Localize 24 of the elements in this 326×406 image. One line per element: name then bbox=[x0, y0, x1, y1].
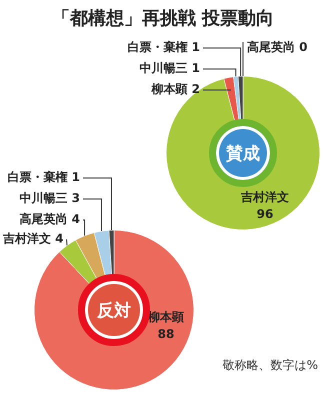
data-label: 2 bbox=[192, 82, 200, 96]
data-label: 4 bbox=[72, 212, 80, 226]
data-label: 1 bbox=[192, 61, 200, 76]
slice-label: 柳本顕 bbox=[147, 310, 184, 324]
data-label: 4 bbox=[55, 231, 64, 246]
slice-label: 吉村洋文 bbox=[240, 190, 289, 204]
slice-label: 中川暢三 bbox=[19, 191, 68, 206]
category-label: 高尾英尚 bbox=[247, 40, 295, 54]
slice-label: 高尾英尚 bbox=[19, 212, 68, 226]
data-label: 88 bbox=[158, 327, 174, 342]
data-label: 3 bbox=[72, 191, 80, 206]
slice-label: 吉村洋文 bbox=[2, 231, 51, 246]
text: 賛成 bbox=[225, 143, 261, 165]
chart-title: 「都構想」再挑戦 投票動向 bbox=[50, 7, 276, 30]
slice-label: 白票・棄権 bbox=[7, 170, 68, 184]
data-label: 1 bbox=[72, 170, 80, 184]
slice-label: 白票・棄権 bbox=[127, 40, 188, 54]
data-label: 96 bbox=[256, 207, 274, 222]
text: 0 bbox=[299, 40, 308, 54]
text: 敬称略、数字は% bbox=[222, 358, 318, 372]
data-label: 1 bbox=[192, 40, 200, 54]
slice-label: 柳本顕 bbox=[150, 82, 188, 96]
slice-label: 中川暢三 bbox=[139, 61, 188, 76]
text: 反対 bbox=[96, 300, 132, 322]
